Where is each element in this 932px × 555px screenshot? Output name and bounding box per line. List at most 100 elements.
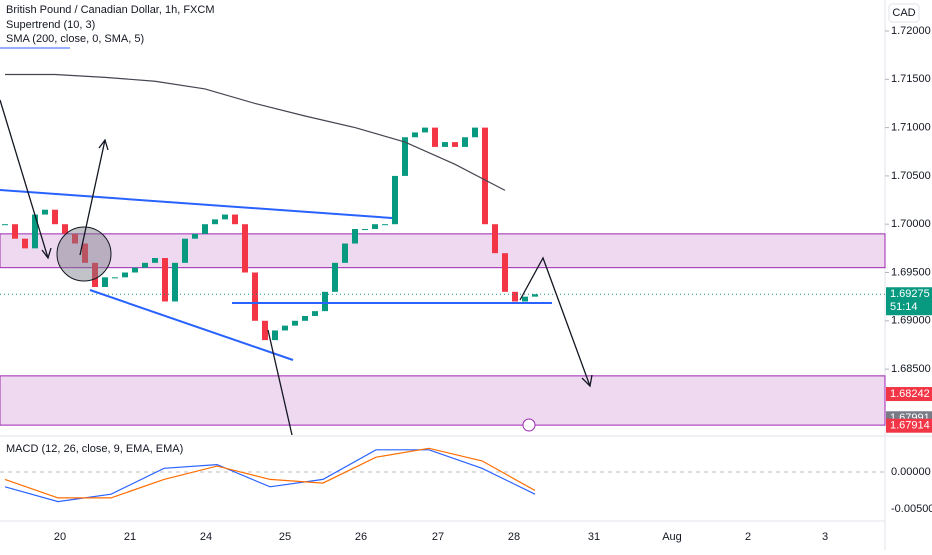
candle bbox=[22, 238, 28, 249]
price-tick-label: 1.72000 bbox=[891, 25, 931, 37]
candle bbox=[172, 262, 178, 302]
candle bbox=[162, 258, 168, 302]
macd-tick-label: -0.00500 bbox=[891, 503, 932, 515]
candle bbox=[42, 209, 48, 215]
macd-tick-label: 0.00000 bbox=[891, 466, 931, 478]
candle bbox=[82, 243, 88, 263]
price-tag-label: 1.69275 bbox=[890, 288, 930, 300]
circle-drawing bbox=[56, 226, 112, 282]
event-icon[interactable] bbox=[522, 418, 536, 432]
currency[interactable]: CAD bbox=[892, 7, 915, 19]
candle bbox=[392, 175, 398, 225]
price-tick-label: 1.70500 bbox=[891, 170, 931, 182]
date-label: 27 bbox=[432, 531, 444, 543]
candle bbox=[92, 262, 98, 287]
zone bbox=[0, 375, 886, 426]
candle bbox=[492, 224, 498, 254]
candle bbox=[312, 311, 318, 316]
candle bbox=[352, 229, 358, 244]
candle bbox=[52, 209, 58, 225]
currency-button[interactable] bbox=[888, 3, 920, 23]
price-tag-label: 1.67914 bbox=[890, 420, 930, 432]
candle bbox=[102, 277, 108, 287]
candle bbox=[72, 233, 78, 244]
candle bbox=[62, 224, 68, 234]
trend-line bbox=[89, 289, 294, 361]
arrow bbox=[79, 139, 106, 256]
signal-line bbox=[4, 447, 536, 499]
date-label: 20 bbox=[54, 531, 66, 543]
indicator-label: SMA (200, close, 0, SMA, 5) bbox=[6, 33, 144, 45]
candle bbox=[452, 142, 458, 147]
candle bbox=[382, 224, 388, 226]
candle bbox=[362, 229, 368, 231]
date-label: 2 bbox=[745, 531, 751, 543]
candle bbox=[262, 320, 268, 341]
countdown: 51:14 bbox=[890, 301, 918, 313]
candle bbox=[322, 291, 328, 312]
price-tick-label: 1.68500 bbox=[891, 363, 931, 375]
candle bbox=[32, 214, 38, 249]
candle bbox=[502, 253, 508, 292]
arrow bbox=[519, 256, 591, 387]
price-tick-label: 1.71000 bbox=[891, 122, 931, 134]
candle bbox=[272, 330, 278, 341]
zone bbox=[0, 233, 886, 269]
candle bbox=[482, 127, 488, 225]
candle bbox=[182, 238, 188, 263]
date-label: 3 bbox=[822, 531, 828, 543]
candle bbox=[522, 296, 528, 302]
candle bbox=[2, 224, 8, 226]
drawings bbox=[0, 99, 593, 436]
candle bbox=[192, 233, 198, 239]
date-label: 31 bbox=[588, 531, 600, 543]
candle bbox=[372, 224, 378, 230]
candle bbox=[332, 262, 338, 292]
date-label: Aug bbox=[662, 531, 682, 543]
price-tag bbox=[886, 287, 932, 316]
candle bbox=[282, 325, 288, 331]
candle bbox=[202, 224, 208, 234]
candle bbox=[222, 214, 228, 220]
date-label: 24 bbox=[200, 531, 212, 543]
candle bbox=[212, 219, 218, 225]
date-label: 21 bbox=[124, 531, 136, 543]
candle bbox=[422, 127, 428, 133]
candle bbox=[142, 262, 148, 268]
candle bbox=[242, 224, 248, 273]
macd-title: MACD (12, 26, close, 9, EMA, EMA) bbox=[6, 443, 183, 455]
price-tag bbox=[886, 387, 932, 402]
price-tick-label: 1.69000 bbox=[891, 315, 931, 327]
candle bbox=[412, 132, 418, 138]
candle bbox=[462, 137, 468, 147]
candle bbox=[232, 214, 238, 225]
price-tag bbox=[886, 418, 932, 433]
macd-line bbox=[4, 449, 536, 503]
date-label: 25 bbox=[279, 531, 291, 543]
arrow-head bbox=[581, 374, 593, 388]
candle bbox=[432, 127, 438, 147]
arrow-head bbox=[41, 247, 52, 260]
price-tag-label: 1.68242 bbox=[890, 388, 930, 400]
candle bbox=[122, 272, 128, 278]
candle bbox=[12, 224, 18, 239]
sma-line bbox=[5, 73, 506, 191]
indicator-label: Supertrend (10, 3) bbox=[6, 19, 95, 31]
plot bbox=[0, 73, 886, 426]
arrow bbox=[267, 329, 293, 436]
candle bbox=[472, 127, 478, 138]
price-tick-label: 1.71500 bbox=[891, 73, 931, 85]
date-label: 26 bbox=[355, 531, 367, 543]
price-tick-label: 1.69500 bbox=[891, 266, 931, 278]
trend-line bbox=[0, 189, 393, 219]
candle bbox=[302, 315, 308, 321]
candle bbox=[442, 142, 448, 147]
candle bbox=[132, 267, 138, 273]
date-label: 28 bbox=[508, 531, 520, 543]
candle bbox=[292, 320, 298, 326]
symbol-title: British Pound / Canadian Dollar, 1h, FXC… bbox=[6, 4, 215, 16]
candle bbox=[252, 272, 258, 321]
candle bbox=[532, 294, 538, 297]
arrow-head bbox=[98, 138, 109, 151]
